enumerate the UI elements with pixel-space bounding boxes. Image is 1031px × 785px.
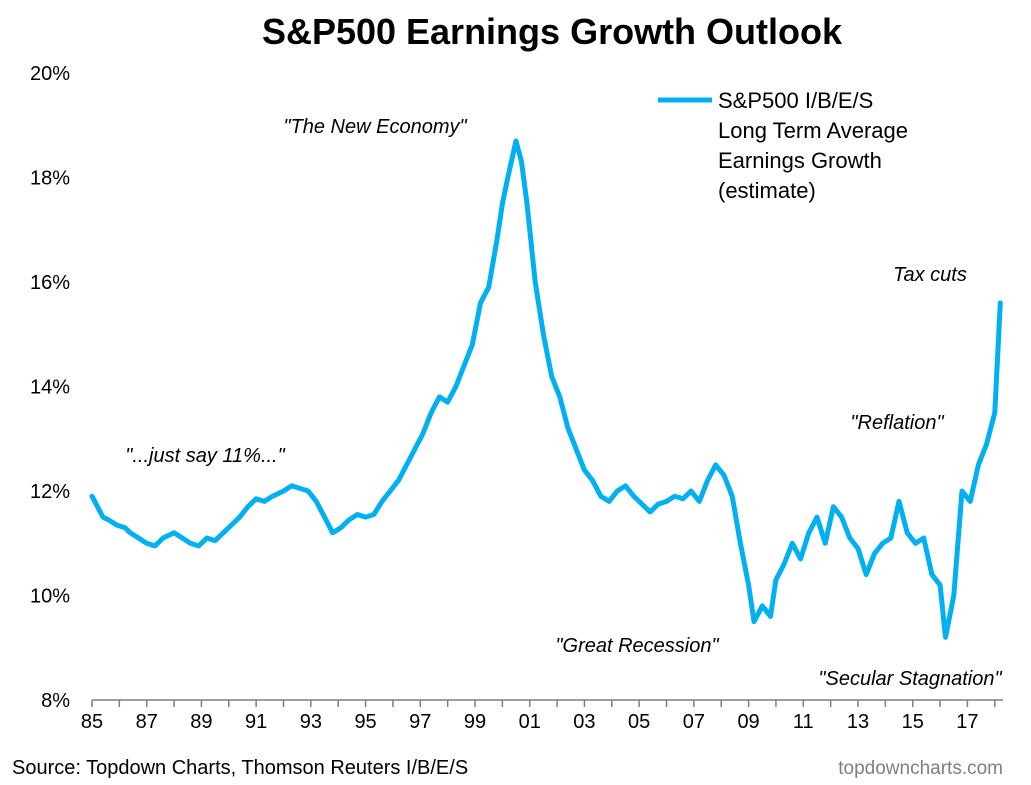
y-tick-label: 20% [30,63,70,85]
annotation-just-say-11: "...just say 11%..." [125,445,285,467]
x-tick-label: 87 [136,711,158,733]
source-note: Source: Topdown Charts, Thomson Reuters … [12,757,468,779]
x-tick-label: 09 [737,711,759,733]
x-tick-label: 01 [519,711,541,733]
brand-watermark: topdowncharts.com [838,758,1003,779]
x-tick-label: 97 [409,711,431,733]
x-tick-label: 17 [956,711,978,733]
x-tick-label: 03 [573,711,595,733]
y-tick-label: 8% [41,690,70,712]
x-tick-label: 13 [847,711,869,733]
x-tick-label: 11 [793,711,814,733]
y-tick-label: 16% [30,272,70,294]
y-tick-label: 18% [30,168,70,190]
legend-line-3: Earnings Growth [718,148,882,173]
x-tick-label: 99 [464,711,486,733]
series-line [89,138,1003,640]
y-axis: 8% 10% 12% 14% 16% 18% 20% [30,63,70,712]
annotation-secular-stagnation: "Secular Stagnation" [818,668,1002,690]
x-tick-label: 91 [245,711,267,733]
y-tick-label: 14% [30,377,70,399]
x-tick-label: 15 [902,711,924,733]
x-tick-label: 89 [190,711,212,733]
legend-line-2: Long Term Average [718,118,908,143]
x-tick-label: 07 [683,711,705,733]
x-tick-label: 93 [300,711,322,733]
legend: S&P500 I/B/E/S Long Term Average Earning… [658,88,908,203]
x-tick-label: 85 [81,711,103,733]
annotation-new-economy: "The New Economy" [283,116,467,138]
annotation-tax-cuts: Tax cuts [893,264,967,286]
annotation-reflation: "Reflation" [850,412,944,434]
annotation-great-recession: "Great Recession" [555,635,719,657]
legend-line-4: (estimate) [718,178,816,203]
y-tick-label: 10% [30,586,70,608]
legend-line-1: S&P500 I/B/E/S [718,88,873,113]
y-tick-label: 12% [30,481,70,503]
x-axis: 85 87 89 91 93 95 97 99 01 03 05 07 09 11 13 15 17 [81,699,1003,733]
x-tick-label: 05 [628,711,650,733]
chart-title: S&P500 Earnings Growth Outlook [262,11,843,52]
x-tick-label: 95 [354,711,376,733]
